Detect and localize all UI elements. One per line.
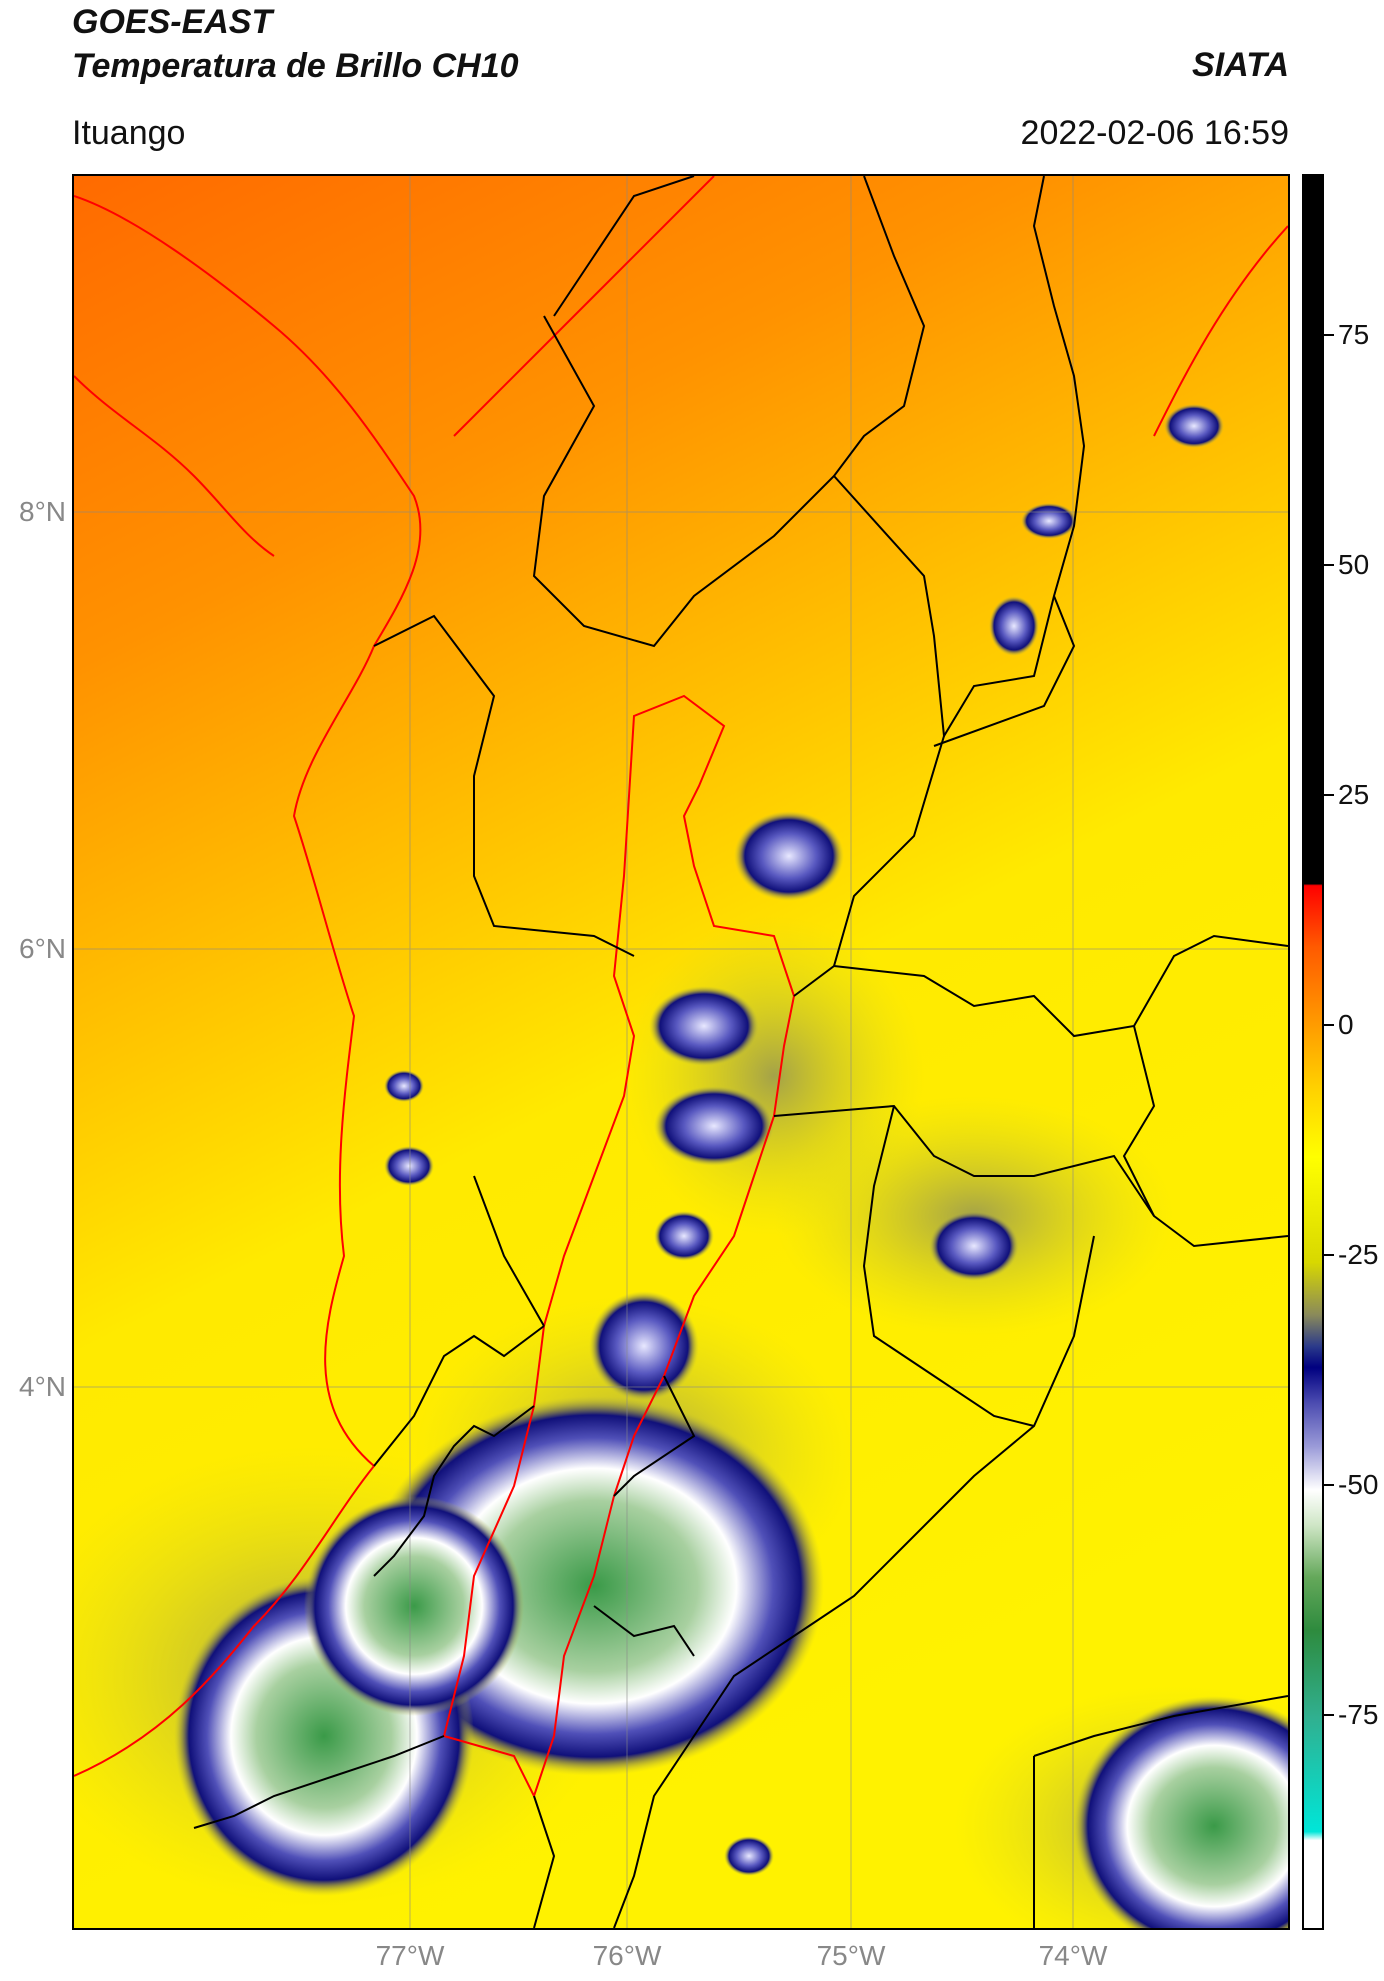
colorbar-label-0: 0 [1338,1009,1354,1040]
lon-label-75w: 75°W [816,1940,886,1971]
colorbar-tick [1324,1714,1334,1716]
lat-label-4n: 4°N [19,1371,66,1402]
colorbar-tick [1324,1484,1334,1486]
colorbar-tick [1324,334,1334,336]
colorbar-label-minus-50: -50 [1338,1469,1379,1500]
lon-label-74w: 74°W [1038,1940,1108,1971]
colorbar-tick [1324,564,1334,566]
satellite-title: GOES-EAST [72,3,273,41]
region-label: Ituango [72,114,186,152]
organization-label: SIATA [1192,46,1289,84]
colorbar-tick [1324,1024,1334,1026]
colorbar-label-minus-75: -75 [1338,1699,1379,1730]
colorbar-label-50: 50 [1338,549,1370,580]
colorbar-tick [1324,794,1334,796]
datetime-label: 2022-02-06 16:59 [1020,114,1289,152]
colorbar-label-minus-25: -25 [1338,1239,1379,1270]
colorbar-label-75: 75 [1338,319,1370,350]
colorbar-label-25: 25 [1338,779,1370,810]
temperature-colorbar [1302,174,1324,1930]
lat-label-8n: 8°N [19,496,66,527]
lon-label-77w: 77°W [375,1940,445,1971]
colorbar-tick [1324,1254,1334,1256]
brightness-temperature-map [72,174,1290,1930]
product-title: Temperatura de Brillo CH10 [72,47,519,85]
lat-label-6n: 6°N [19,933,66,964]
lon-label-76w: 76°W [592,1940,662,1971]
